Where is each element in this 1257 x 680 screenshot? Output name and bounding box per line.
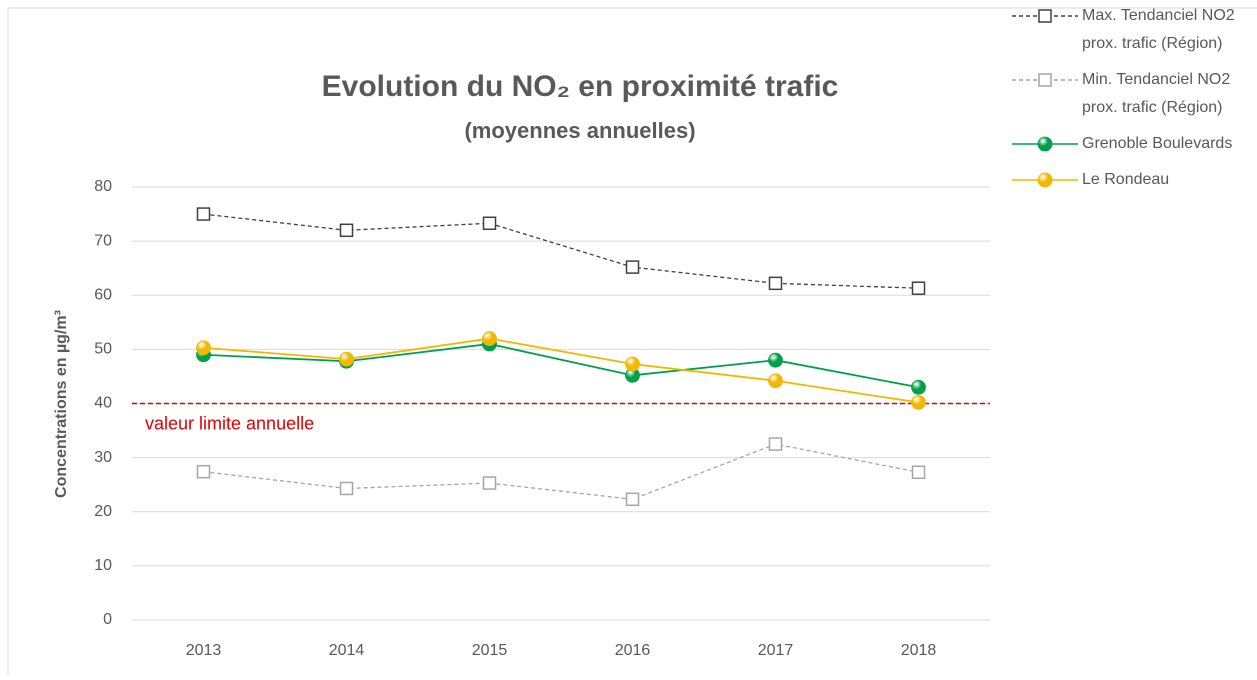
marker (625, 492, 640, 507)
series-line (203, 343, 919, 389)
legend-entry: Min. Tendanciel NO2 prox. trafic (Région… (1012, 66, 1252, 122)
marker (339, 223, 354, 238)
series-line (203, 213, 919, 289)
y-tick-label: 20 (94, 503, 112, 520)
legend-swatch (1012, 172, 1078, 188)
x-tick-label: 2015 (472, 642, 508, 659)
legend-label: Le Rondeau (1082, 171, 1170, 188)
marker (196, 340, 211, 356)
marker (1038, 73, 1052, 87)
legend-entry: Grenoble Boulevards (1012, 130, 1252, 158)
marker (768, 373, 783, 389)
y-tick-label: 0 (103, 611, 112, 628)
marker (625, 260, 640, 274)
limit-label: valeur limite annuelle (145, 413, 314, 433)
marker (768, 437, 783, 451)
legend-entry: Max. Tendanciel NO2 prox. trafic (Région… (1012, 2, 1252, 58)
x-tick-label: 2017 (758, 642, 794, 659)
marker (482, 476, 497, 490)
legend-label: Grenoble Boulevards (1082, 135, 1233, 152)
legend-label: Min. Tendanciel NO2 prox. trafic (Région… (1082, 71, 1231, 116)
x-tick-label: 2016 (615, 642, 651, 659)
legend-swatch (1012, 136, 1078, 152)
marker (482, 216, 497, 231)
marker (196, 464, 211, 479)
legend: Max. Tendanciel NO2 prox. trafic (Région… (1012, 2, 1252, 202)
marker (768, 352, 783, 368)
y-tick-label: 80 (94, 178, 112, 195)
marker (196, 207, 211, 221)
x-tick-label: 2018 (901, 642, 937, 659)
y-tick-label: 30 (94, 449, 112, 466)
legend-swatch (1012, 9, 1078, 23)
y-tick-label: 50 (94, 341, 112, 358)
marker (482, 331, 497, 346)
y-tick-label: 60 (94, 286, 112, 303)
legend-entry: Le Rondeau (1012, 166, 1252, 194)
y-axis-label: Concentrations en µg/m³ (53, 310, 70, 498)
y-tick-label: 70 (94, 232, 112, 249)
marker (1037, 136, 1053, 152)
legend-label: Max. Tendanciel NO2 prox. trafic (Région… (1082, 7, 1235, 52)
marker (911, 465, 926, 479)
marker (911, 281, 926, 295)
x-tick-label: 2014 (329, 642, 365, 659)
marker (339, 351, 354, 367)
legend-swatch (1012, 73, 1078, 87)
marker (1038, 9, 1052, 23)
marker (339, 481, 354, 496)
x-tick-label: 2013 (186, 642, 222, 659)
marker (911, 395, 926, 410)
series-line (203, 443, 919, 500)
y-tick-label: 10 (94, 557, 112, 574)
chart-title: Evolution du NO₂ en proximité trafic (322, 70, 839, 103)
chart-subtitle: (moyennes annuelles) (464, 118, 695, 143)
marker (768, 276, 783, 291)
marker (1037, 172, 1053, 188)
y-tick-label: 40 (94, 395, 112, 412)
series-line (203, 337, 919, 404)
marker (911, 379, 926, 395)
marker (625, 356, 640, 372)
